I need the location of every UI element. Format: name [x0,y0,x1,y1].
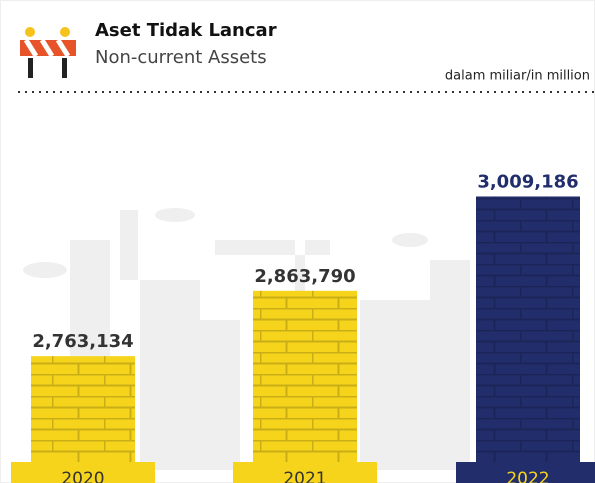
unit-note: dalam miliar/in million [445,69,590,84]
subtitle: Non-current Assets [95,47,267,68]
title: Aset Tidak Lancar [95,20,277,41]
category-tab [233,462,377,483]
category-tab [456,462,595,483]
brick-texture [476,196,580,462]
value-label: 2,763,134 [32,331,133,352]
brick-texture [31,356,135,462]
brick-texture [253,290,357,462]
x-tick-label: 2020 [61,469,104,483]
category-tab [11,462,155,483]
value-label: 2,863,790 [254,266,355,287]
x-tick-label: 2022 [506,469,549,483]
x-tick-label: 2021 [283,469,326,483]
value-label: 3,009,186 [477,171,578,192]
barrier-icon [20,27,76,78]
